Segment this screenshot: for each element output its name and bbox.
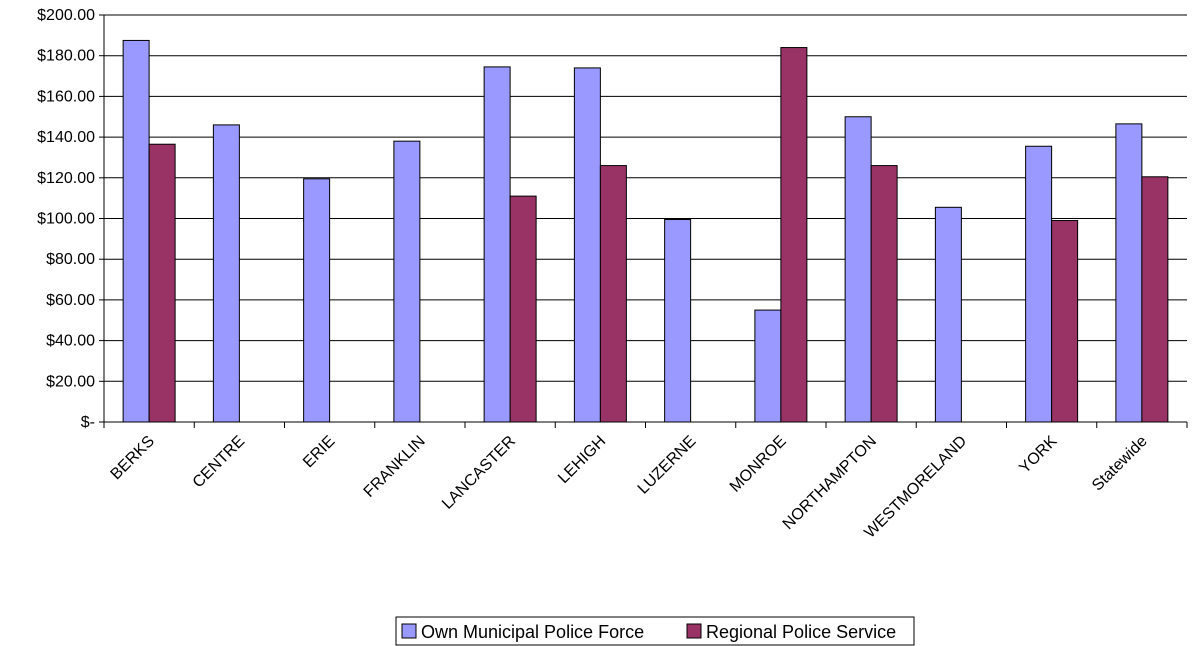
x-category-label: NORTHAMPTON bbox=[780, 433, 880, 533]
x-category-label: CENTRE bbox=[190, 433, 249, 492]
bar-own-municipal-lancaster bbox=[483, 66, 511, 423]
x-category-label: MONROE bbox=[727, 433, 790, 496]
x-category-label: BERKS bbox=[108, 433, 158, 483]
bar-regional-lancaster bbox=[509, 195, 537, 423]
y-tick-label: $60.00 bbox=[46, 292, 95, 309]
legend-box bbox=[395, 616, 915, 646]
y-tick-label: $200.00 bbox=[37, 7, 95, 24]
legend-swatch-regional bbox=[686, 623, 702, 639]
y-axis-tick-labels: $- $20.00 $40.00 $60.00 $80.00 $100.00 $120.00… bbox=[37, 7, 104, 431]
x-category-label: FRANKLIN bbox=[361, 433, 429, 501]
bar-own-municipal-statewide bbox=[1115, 123, 1143, 423]
legend-label-regional: Regional Police Service bbox=[706, 622, 896, 642]
legend-swatch-own-municipal bbox=[401, 623, 417, 639]
x-category-label: LANCASTER bbox=[439, 433, 519, 513]
bar-regional-northampton bbox=[870, 165, 898, 423]
bar-own-municipal-lehigh bbox=[573, 67, 601, 423]
y-tick-label: $40.00 bbox=[46, 333, 95, 350]
bars bbox=[122, 39, 1169, 423]
bar-regional-statewide bbox=[1141, 176, 1169, 423]
x-axis-category-labels: BERKS CENTRE ERIE FRANKLIN LANCASTER LEHIGH LU… bbox=[108, 433, 1151, 542]
bar-own-municipal-berks bbox=[122, 39, 150, 423]
bar-regional-york bbox=[1051, 220, 1079, 423]
bar-own-municipal-luzerne bbox=[664, 219, 692, 423]
y-tick-label: $180.00 bbox=[37, 48, 95, 65]
y-tick-label: $160.00 bbox=[37, 88, 95, 105]
bar-own-municipal-york bbox=[1025, 145, 1053, 423]
bar-own-municipal-monroe bbox=[754, 309, 782, 423]
y-tick-label: $20.00 bbox=[46, 373, 95, 390]
bar-regional-berks bbox=[148, 143, 176, 423]
y-tick-label: $140.00 bbox=[37, 129, 95, 146]
axes bbox=[103, 15, 1188, 428]
bar-own-municipal-franklin bbox=[393, 140, 421, 423]
bar-own-municipal-centre bbox=[212, 124, 240, 423]
bar-own-municipal-westmoreland bbox=[934, 206, 962, 423]
legend-label-own-municipal: Own Municipal Police Force bbox=[421, 622, 644, 642]
bar-own-municipal-northampton bbox=[844, 116, 872, 423]
x-category-label: ERIE bbox=[300, 433, 338, 471]
y-tick-label: $120.00 bbox=[37, 170, 95, 187]
x-category-label: LUZERNE bbox=[635, 433, 700, 498]
bar-regional-monroe bbox=[780, 47, 808, 423]
x-category-label: WESTMORELAND bbox=[861, 433, 970, 542]
gridlines bbox=[104, 14, 1187, 382]
y-tick-label: $- bbox=[81, 414, 95, 431]
x-category-label: LEHIGH bbox=[555, 433, 609, 487]
bar-regional-lehigh bbox=[599, 165, 627, 423]
x-category-label: YORK bbox=[1016, 433, 1060, 477]
bar-own-municipal-erie bbox=[303, 178, 331, 423]
y-tick-label: $100.00 bbox=[37, 211, 95, 228]
y-tick-label: $80.00 bbox=[46, 251, 95, 268]
x-category-label: Statewide bbox=[1089, 433, 1151, 495]
legend: Own Municipal Police Force Regional Poli… bbox=[395, 616, 915, 646]
